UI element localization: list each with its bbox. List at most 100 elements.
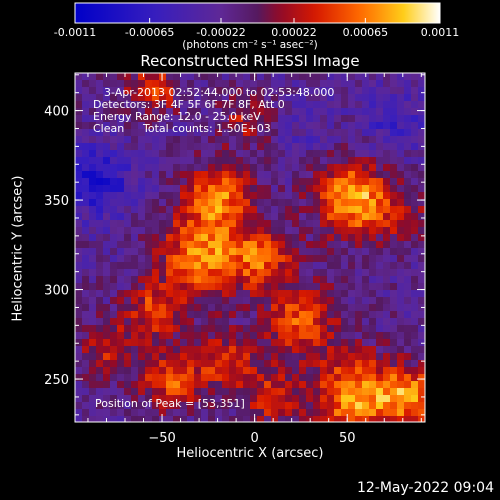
heatmap-cell (271, 395, 278, 402)
heatmap-cell (124, 297, 131, 304)
heatmap-cell (187, 409, 194, 416)
heatmap-cell (250, 304, 257, 311)
heatmap-cell (201, 73, 208, 80)
heatmap-cell (208, 164, 215, 171)
heatmap-cell (285, 129, 292, 136)
heatmap-cell (117, 178, 124, 185)
heatmap-cell (404, 248, 411, 255)
heatmap-cell (201, 248, 208, 255)
heatmap-cell (362, 402, 369, 409)
heatmap-cell (264, 402, 271, 409)
heatmap-cell (271, 269, 278, 276)
heatmap-cell (201, 136, 208, 143)
heatmap-cell (236, 290, 243, 297)
heatmap-cell (236, 304, 243, 311)
heatmap-cell (292, 311, 299, 318)
heatmap-cell (96, 185, 103, 192)
heatmap-cell (369, 416, 376, 422)
heatmap-cell (250, 80, 257, 87)
heatmap-cell (173, 178, 180, 185)
heatmap-cell (145, 402, 152, 409)
heatmap-cell (152, 206, 159, 213)
heatmap-cell (75, 402, 82, 409)
heatmap-cell (313, 395, 320, 402)
heatmap-cell (320, 192, 327, 199)
heatmap-cell (299, 213, 306, 220)
heatmap-cell (341, 276, 348, 283)
heatmap-cell (369, 143, 376, 150)
heatmap-cell (320, 290, 327, 297)
heatmap-cell (376, 388, 383, 395)
heatmap-cell (124, 381, 131, 388)
heatmap-cell (299, 297, 306, 304)
heatmap-cell (285, 367, 292, 374)
heatmap-cell (313, 115, 320, 122)
heatmap-cell (362, 381, 369, 388)
heatmap-cell (243, 388, 250, 395)
heatmap-cell (145, 164, 152, 171)
heatmap-cell (264, 206, 271, 213)
heatmap-cell (222, 290, 229, 297)
heatmap-cell (341, 269, 348, 276)
heatmap-cell (222, 227, 229, 234)
heatmap-cell (271, 262, 278, 269)
heatmap-cell (124, 220, 131, 227)
heatmap-cell (334, 87, 341, 94)
heatmap-cell (159, 311, 166, 318)
heatmap-cell (166, 353, 173, 360)
heatmap-cell (229, 178, 236, 185)
heatmap-cell (299, 157, 306, 164)
heatmap-cell (96, 143, 103, 150)
heatmap-cell (397, 304, 404, 311)
heatmap-cell (201, 101, 208, 108)
heatmap-cell (124, 143, 131, 150)
heatmap-cell (313, 171, 320, 178)
heatmap-cell (327, 367, 334, 374)
heatmap-cell (271, 115, 278, 122)
heatmap-cell (173, 220, 180, 227)
heatmap-cell (271, 234, 278, 241)
heatmap-cell (159, 339, 166, 346)
heatmap-cell (145, 374, 152, 381)
heatmap-cell (257, 262, 264, 269)
heatmap-cell (418, 185, 425, 192)
heatmap-cell (348, 290, 355, 297)
heatmap-cell (201, 311, 208, 318)
heatmap-cell (390, 213, 397, 220)
heatmap-cell (334, 234, 341, 241)
heatmap-cell (75, 73, 82, 80)
heatmap-cell (89, 332, 96, 339)
heatmap-cell (348, 262, 355, 269)
heatmap-cell (145, 241, 152, 248)
heatmap-cell (103, 87, 110, 94)
heatmap-cell (348, 304, 355, 311)
heatmap-cell (376, 101, 383, 108)
heatmap-cell (124, 192, 131, 199)
heatmap-cell (131, 367, 138, 374)
heatmap-cell (369, 234, 376, 241)
heatmap-cell (334, 248, 341, 255)
heatmap-cell (299, 94, 306, 101)
y-tick-label: 300 (44, 284, 69, 299)
heatmap-cell (383, 395, 390, 402)
heatmap-cell (187, 206, 194, 213)
heatmap-cell (411, 87, 418, 94)
heatmap-cell (145, 213, 152, 220)
heatmap-cell (313, 416, 320, 422)
heatmap-cell (173, 339, 180, 346)
heatmap-cell (355, 381, 362, 388)
heatmap-cell (418, 388, 425, 395)
heatmap-cell (418, 290, 425, 297)
heatmap-cell (138, 129, 145, 136)
heatmap-cell (313, 122, 320, 129)
heatmap-cell (257, 108, 264, 115)
heatmap-cell (264, 388, 271, 395)
heatmap-cell (341, 402, 348, 409)
heatmap-cell (257, 255, 264, 262)
heatmap-cell (96, 339, 103, 346)
heatmap-cell (397, 416, 404, 422)
heatmap-cell (166, 395, 173, 402)
heatmap-cell (82, 269, 89, 276)
heatmap-cell (369, 185, 376, 192)
heatmap-cell (250, 234, 257, 241)
